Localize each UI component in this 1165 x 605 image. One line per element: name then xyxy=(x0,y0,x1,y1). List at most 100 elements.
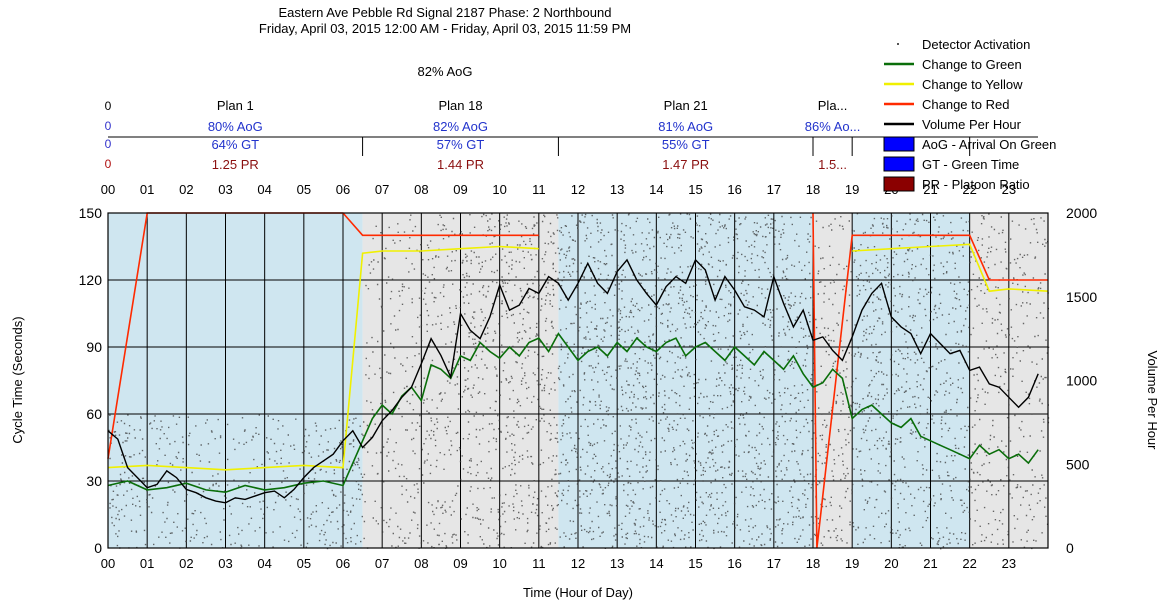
plan-aog: 86% Ao... xyxy=(805,119,861,134)
y2-tick-label: 500 xyxy=(1066,456,1090,472)
legend-item-6: GT - Green Time xyxy=(883,156,1019,172)
change-to-yellow-line xyxy=(107,243,1049,471)
x-tick-label-top: 07 xyxy=(375,182,389,197)
x-tick-label-bottom: 17 xyxy=(767,556,781,571)
x-tick-label-top: 12 xyxy=(571,182,585,197)
x-tick-label-bottom: 20 xyxy=(884,556,898,571)
legend-swatch-box xyxy=(883,156,915,172)
y2-tick-label: 1500 xyxy=(1066,289,1097,305)
legend-label: AoG - Arrival On Green xyxy=(922,137,1056,152)
x-tick-label-bottom: 00 xyxy=(101,556,115,571)
legend-item-0: Detector Activation xyxy=(897,37,1030,52)
legend-item-4: Volume Per Hour xyxy=(884,117,1022,132)
x-tick-label-bottom: 05 xyxy=(297,556,311,571)
plan-gt: 55% GT xyxy=(662,137,710,152)
plan-pr: 1.47 PR xyxy=(662,157,709,172)
plan-header-stub: 0 xyxy=(105,137,112,151)
plot-frame xyxy=(107,212,1049,549)
x-tick-label-top: 06 xyxy=(336,182,350,197)
plan-header-stub: 0 xyxy=(105,119,112,133)
y-tick-label: 30 xyxy=(86,473,102,489)
y-tick-label: 60 xyxy=(86,406,102,422)
plan-gt: 57% GT xyxy=(437,137,485,152)
legend-swatch-box xyxy=(883,176,915,192)
x-tick-label-top: 01 xyxy=(140,182,154,197)
x-tick-label-bottom: 13 xyxy=(610,556,624,571)
x-tick-label-top: 04 xyxy=(257,182,271,197)
legend-item-5: AoG - Arrival On Green xyxy=(883,136,1056,152)
x-tick-label-top: 05 xyxy=(297,182,311,197)
legend-swatch-dot xyxy=(897,43,899,45)
y-tick-label: 90 xyxy=(86,339,102,355)
axes: 0000010102020303040405050606070708080909… xyxy=(79,182,1098,571)
y-tick-label: 120 xyxy=(79,272,103,288)
x-tick-label-bottom: 12 xyxy=(571,556,585,571)
x-tick-label-bottom: 10 xyxy=(492,556,506,571)
x-tick-label-bottom: 01 xyxy=(140,556,154,571)
x-tick-label-top: 10 xyxy=(492,182,506,197)
x-tick-label-top: 08 xyxy=(414,182,428,197)
plan-region-2 xyxy=(558,213,813,548)
legend-label: Change to Yellow xyxy=(922,77,1023,92)
x-tick-label-bottom: 11 xyxy=(532,556,546,571)
x-tick-label-top: 02 xyxy=(179,182,193,197)
chart-title-line-2: Friday, April 03, 2015 12:00 AM - Friday… xyxy=(259,21,631,36)
x-tick-label-top: 09 xyxy=(453,182,467,197)
legend-label: Change to Red xyxy=(922,97,1009,112)
x-tick-label-top: 16 xyxy=(727,182,741,197)
plan-gt: 64% GT xyxy=(211,137,259,152)
legend-label: PR - Platoon Ratio xyxy=(922,177,1030,192)
chart-title-line-1: Eastern Ave Pebble Rd Signal 2187 Phase:… xyxy=(279,5,612,20)
legend: Detector Activation Change to Green Change… xyxy=(883,37,1056,192)
x-tick-label-top: 00 xyxy=(101,182,115,197)
x-axis-title: Time (Hour of Day) xyxy=(523,585,633,600)
plan-header-stub: 0 xyxy=(105,99,112,113)
x-tick-label-top: 15 xyxy=(688,182,702,197)
plan-aog: 81% AoG xyxy=(658,119,713,134)
x-tick-label-top: 13 xyxy=(610,182,624,197)
legend-item-3: Change to Red xyxy=(884,97,1009,112)
volume-per-hour-line xyxy=(107,258,1039,504)
y-axis-title: Cycle Time (Seconds) xyxy=(10,316,25,443)
plan-pr: 1.5... xyxy=(818,157,847,172)
y2-tick-label: 2000 xyxy=(1066,205,1097,221)
y2-tick-label: 1000 xyxy=(1066,373,1097,389)
x-tick-label-bottom: 04 xyxy=(257,556,271,571)
x-tick-label-bottom: 21 xyxy=(923,556,937,571)
title-block: Eastern Ave Pebble Rd Signal 2187 Phase:… xyxy=(259,5,631,79)
plan-name: Plan 1 xyxy=(217,98,254,113)
x-tick-label-top: 22 xyxy=(962,182,976,197)
legend-item-2: Change to Yellow xyxy=(884,77,1023,92)
legend-swatch-box xyxy=(883,136,915,152)
change-to-green-line xyxy=(107,332,1039,494)
legend-label: Detector Activation xyxy=(922,37,1030,52)
overall-aog-summary: 82% AoG xyxy=(418,64,473,79)
x-tick-label-top: 11 xyxy=(532,182,546,197)
x-tick-label-top: 21 xyxy=(923,182,937,197)
plan-aog: 82% AoG xyxy=(433,119,488,134)
x-tick-label-bottom: 15 xyxy=(688,556,702,571)
y-tick-label: 0 xyxy=(94,540,102,556)
y2-axis-title: Volume Per Hour xyxy=(1145,351,1160,451)
x-tick-label-bottom: 19 xyxy=(845,556,859,571)
plan-pr: 1.44 PR xyxy=(437,157,484,172)
plan-name: Pla... xyxy=(818,98,848,113)
x-tick-label-bottom: 07 xyxy=(375,556,389,571)
plan-name: Plan 18 xyxy=(438,98,482,113)
legend-label: Volume Per Hour xyxy=(922,117,1022,132)
x-tick-label-bottom: 22 xyxy=(962,556,976,571)
x-tick-label-top: 23 xyxy=(1002,182,1016,197)
y-tick-label: 150 xyxy=(79,205,103,221)
x-tick-label-top: 03 xyxy=(218,182,232,197)
x-tick-label-bottom: 14 xyxy=(649,556,663,571)
plan-region-3 xyxy=(813,213,853,548)
plan-header-stub: 0 xyxy=(105,157,112,171)
x-tick-label-bottom: 03 xyxy=(218,556,232,571)
plan-region-0 xyxy=(108,213,363,548)
legend-item-7: PR - Platoon Ratio xyxy=(883,176,1030,192)
series-lines xyxy=(107,212,1049,549)
plan-header: 0 0 0 0 Plan 1 80% AoG 64% GT 1.25 PR Plan 18 82%… xyxy=(105,98,1038,172)
x-tick-label-bottom: 02 xyxy=(179,556,193,571)
legend-label: GT - Green Time xyxy=(922,157,1019,172)
